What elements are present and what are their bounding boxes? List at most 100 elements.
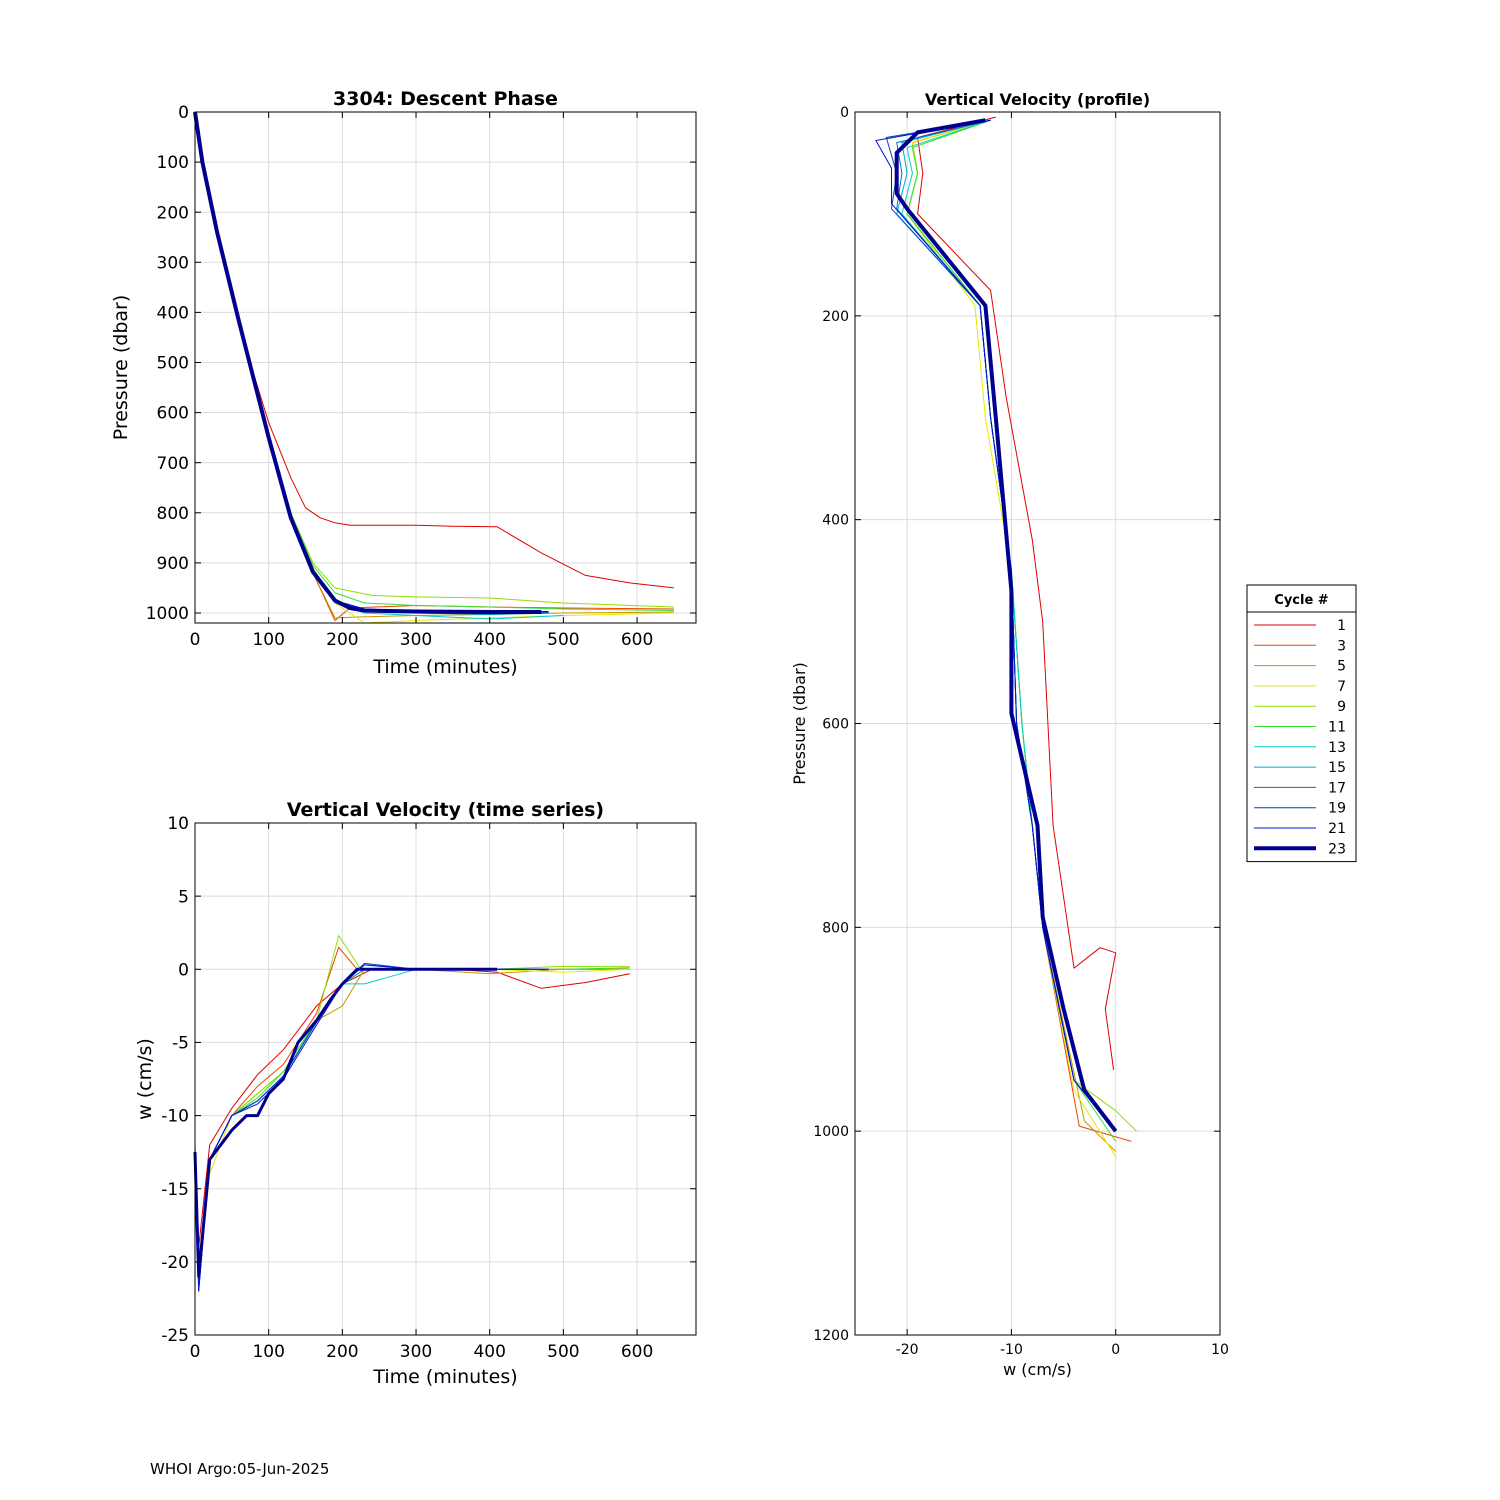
series-line-cycle-23 [193,967,498,1278]
series-line-cycle-17 [896,119,1117,1132]
descent-series [193,111,674,624]
y-tick-label: 0 [178,960,189,980]
y-tick-label: 1000 [813,1124,849,1140]
series-line-cycle-3 [906,119,1132,1142]
series-line-cycle-11 [194,111,674,611]
y-tick-label: 200 [157,203,189,223]
y-tick-label: 5 [178,887,189,907]
x-tick-label: 400 [473,630,505,650]
series-line-cycle-5 [194,968,630,1277]
profile-grid [855,111,1221,1336]
series-line-cycle-9 [194,111,674,608]
series-line-cycle-11 [194,967,630,1277]
series-line-cycle-15 [896,119,1117,1132]
x-tick-label: 10 [1211,1342,1229,1358]
y-tick-label: 10 [167,814,189,834]
x-tick-label: 400 [473,1342,505,1362]
x-tick-label: 200 [326,1342,358,1362]
y-tick-label: 300 [157,253,189,273]
y-tick-label: 200 [822,309,849,325]
y-tick-label: 0 [840,105,849,121]
y-tick-label: 1200 [813,1328,849,1344]
legend-label-cycle-17: 17 [1328,780,1346,796]
series-line-cycle-19 [885,119,1117,1132]
descent-grid [194,111,696,623]
x-tick-label: -20 [896,1342,919,1358]
velocity-timeseries-panel: 0 100 200 300 400 500 600 10 5 0 -5 -10 -15 -20 -25 Ve… [134,799,697,1388]
profile-series [875,116,1137,1157]
x-tick-label: 500 [547,630,579,650]
y-tick-label: 500 [157,354,189,374]
legend-label-cycle-7: 7 [1337,679,1346,695]
series-line-cycle-21 [875,119,1117,1132]
y-tick-label: 400 [822,513,849,529]
timeseries-series [193,935,630,1292]
timeseries-grid [194,822,696,1336]
x-tick-label: 0 [190,630,201,650]
series-line-cycle-7 [194,111,674,624]
profile-ylabel: Pressure (dbar) [790,662,809,785]
y-tick-label: 600 [157,404,189,424]
timeseries-xlabel: Time (minutes) [372,1366,517,1388]
series-line-cycle-7 [194,968,630,1277]
descent-ylabel: Pressure (dbar) [110,295,132,441]
y-tick-label: -15 [161,1180,189,1200]
timeseries-ylabel: w (cm/s) [134,1038,156,1120]
legend-label-cycle-11: 11 [1328,720,1346,736]
y-tick-label: 1000 [146,604,189,624]
descent-xlabel: Time (minutes) [372,656,517,678]
y-tick-label: 400 [157,304,189,324]
x-tick-label: 600 [621,630,653,650]
x-tick-label: 300 [400,630,432,650]
series-line-cycle-23 [193,111,542,614]
legend-label-cycle-13: 13 [1328,740,1346,756]
y-tick-label: 100 [157,153,189,173]
legend-label-cycle-21: 21 [1328,821,1346,837]
y-tick-label: 900 [157,554,189,574]
x-tick-label: 200 [326,630,358,650]
series-line-cycle-15 [194,968,549,1285]
timeseries-ticks: 0 100 200 300 400 500 600 10 5 0 -5 -10 -15 -20 -25 [161,814,696,1362]
y-tick-label: -20 [161,1253,189,1273]
y-tick-label: 700 [157,454,189,474]
series-line-cycle-9 [194,935,630,1277]
timeseries-axes-frame [194,822,697,1336]
y-tick-label: 800 [157,504,189,524]
profile-xlabel: w (cm/s) [1003,1360,1072,1379]
x-tick-label: 100 [252,1342,284,1362]
legend-title: Cycle # [1274,593,1329,608]
series-line-cycle-1 [194,111,674,589]
x-tick-label: 100 [252,630,284,650]
series-line-cycle-19 [194,962,549,1292]
series-line-cycle-3 [194,946,630,1263]
descent-ticks: 0 100 200 300 400 500 600 0 100 200 300 400 500 600 70… [146,103,696,650]
series-line-cycle-3 [194,111,674,621]
legend-label-cycle-1: 1 [1337,618,1346,634]
legend-box [1246,584,1357,863]
series-line-cycle-5 [194,111,674,619]
series-line-cycle-23 [894,118,1118,1133]
legend-label-cycle-15: 15 [1328,760,1346,776]
descent-phase-panel: 0 100 200 300 400 500 600 0 100 200 300 400 500 600 70… [110,88,697,678]
series-line-cycle-13 [194,968,549,1277]
x-tick-label: 0 [190,1342,201,1362]
x-tick-label: 300 [400,1342,432,1362]
series-line-cycle-13 [901,119,1117,1132]
descent-axes-frame [194,111,697,624]
x-tick-label: 600 [621,1342,653,1362]
legend-label-cycle-9: 9 [1337,699,1346,715]
series-line-cycle-17 [194,964,549,1285]
descent-title: 3304: Descent Phase [333,88,558,110]
y-tick-label: 600 [822,717,849,733]
profile-title: Vertical Velocity (profile) [925,90,1150,109]
legend-label-cycle-3: 3 [1337,638,1346,654]
x-tick-label: 500 [547,1342,579,1362]
y-tick-label: -10 [161,1107,189,1127]
series-line-cycle-21 [194,964,549,1292]
y-tick-label: 800 [822,920,849,936]
